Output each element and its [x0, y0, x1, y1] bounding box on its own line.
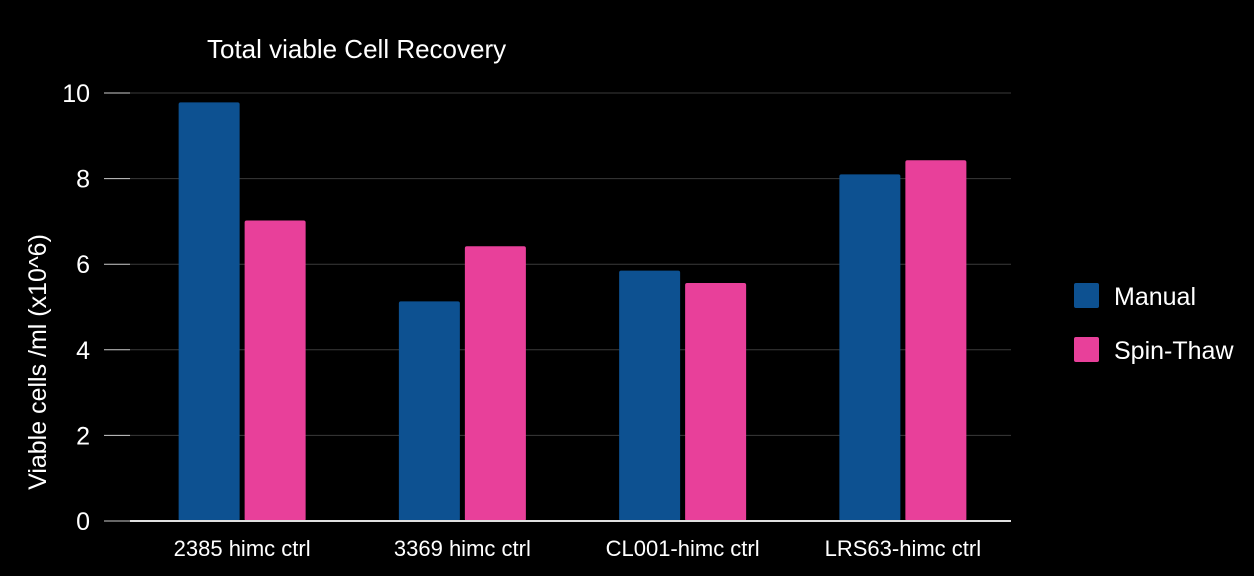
legend: Manual Spin-Thaw [1074, 283, 1234, 365]
x-axis-ticks: 2385 himc ctrl 3369 himc ctrl CL001-himc c… [174, 536, 981, 561]
bar-manual [398, 301, 460, 521]
y-tick-label: 10 [62, 80, 90, 108]
y-tick-label: 8 [76, 166, 90, 194]
bar-spin-thaw [244, 220, 306, 521]
bar-spin-thaw [905, 160, 967, 522]
chart-title: Total viable Cell Recovery [207, 34, 506, 64]
y-tick-label: 0 [76, 508, 90, 536]
bar-spin-thaw [685, 283, 747, 521]
y-axis-ticks: 0 2 4 6 8 10 [62, 80, 130, 536]
y-tick-label: 4 [76, 337, 90, 365]
bar-manual [619, 270, 681, 521]
bar-manual [178, 102, 240, 521]
x-tick-label: LRS63-himc ctrl [825, 536, 981, 561]
x-tick-label: CL001-himc ctrl [606, 536, 760, 561]
bar-spin-thaw [464, 246, 526, 521]
y-axis-label: Viable cells /ml (x10^6) [24, 234, 52, 490]
x-tick-label: 2385 himc ctrl [174, 536, 311, 561]
legend-label: Manual [1114, 283, 1196, 311]
legend-swatch [1074, 283, 1099, 308]
x-tick-label: 3369 himc ctrl [394, 536, 531, 561]
y-tick-label: 2 [76, 422, 90, 450]
y-tick-label: 6 [76, 251, 90, 279]
legend-swatch [1074, 337, 1099, 362]
bar-manual [839, 174, 901, 521]
legend-label: Spin-Thaw [1114, 337, 1234, 365]
bars [178, 102, 967, 522]
